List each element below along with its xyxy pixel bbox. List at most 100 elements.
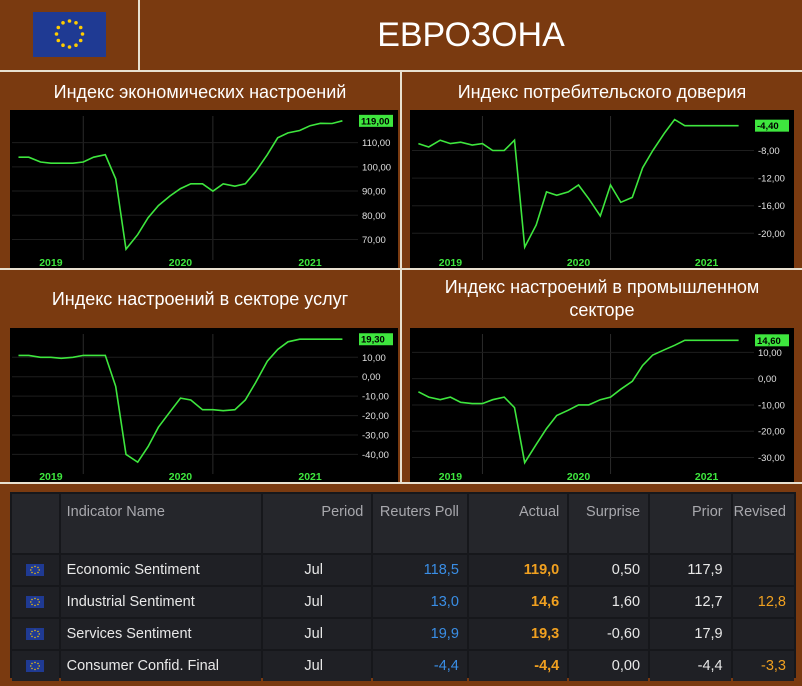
table-row[interactable]: Economic Sentiment Jul 118,5 119,0 0,50 117,9 — [12, 555, 794, 585]
x-tick-label: 2021 — [695, 257, 719, 268]
chart-industrial-svg: 10,00 0,00 -10,00 -20,00 -30,00 2019 2020 2021 1… — [412, 334, 789, 482]
period: Jul — [263, 619, 372, 649]
eu-flag-icon — [26, 564, 45, 577]
chart-services-svg: 10,00 0,00 -10,00 -20,00 -30,00 -40,00 2019 202… — [12, 333, 393, 482]
y-tick-label: 90,00 — [362, 187, 386, 198]
revised — [732, 619, 794, 649]
column-header-surprise[interactable]: Surprise — [569, 494, 649, 553]
y-tick-label: -30,00 — [758, 453, 785, 464]
panel-title-industrial: Индекс настроений в промышленном секторе — [444, 277, 760, 320]
row-flag-icon — [12, 587, 59, 617]
flag-column-header — [12, 494, 59, 553]
indicator-name: Industrial Sentiment — [60, 587, 262, 617]
prior: 12,7 — [650, 587, 731, 617]
row-flag-icon — [12, 619, 59, 649]
x-tick-label: 2019 — [439, 257, 463, 268]
chart-industrial-sentiment: 10,00 0,00 -10,00 -20,00 -30,00 2019 2020 2021 1… — [410, 328, 794, 482]
column-header-period[interactable]: Period — [263, 494, 372, 553]
y-tick-label: 70,00 — [362, 235, 386, 246]
prior: -4,4 — [650, 651, 731, 681]
last-value-label: 19,30 — [361, 335, 385, 346]
period: Jul — [263, 587, 372, 617]
indicator-name: Services Sentiment — [60, 619, 262, 649]
indicator-name: Consumer Confid. Final — [60, 651, 262, 681]
last-value-badge — [755, 119, 789, 132]
x-tick-label: 2020 — [169, 471, 193, 482]
x-tick-label: 2021 — [298, 257, 322, 268]
last-value-label: 14,60 — [757, 336, 781, 347]
series-line — [18, 120, 343, 252]
column-header-prior[interactable]: Prior — [650, 494, 731, 553]
eu-flag-icon — [26, 596, 45, 609]
period: Jul — [263, 651, 372, 681]
y-tick-label: -20,00 — [758, 229, 785, 240]
y-tick-label: -20,00 — [758, 427, 785, 438]
reuters-poll: 118,5 — [373, 555, 467, 585]
y-tick-label: 100,00 — [362, 162, 391, 173]
panel-title-consumer: Индекс потребительского доверия — [457, 81, 747, 102]
column-header-name[interactable]: Indicator Name — [60, 494, 262, 553]
chart-services-sentiment: 10,00 0,00 -10,00 -20,00 -30,00 -40,00 2019 202… — [10, 328, 398, 482]
panel-title-economic: Индекс экономических настроений — [53, 81, 347, 102]
y-tick-label: -40,00 — [362, 450, 389, 461]
column-header-poll[interactable]: Reuters Poll — [373, 494, 467, 553]
actual: -4,4 — [468, 651, 568, 681]
revised — [732, 555, 794, 585]
prior: 17,9 — [650, 619, 731, 649]
y-tick-label: -10,00 — [758, 400, 785, 411]
eu-flag-icon — [26, 628, 45, 641]
table-row[interactable]: Services Sentiment Jul 19,9 19,3 -0,60 17,9 — [12, 619, 794, 649]
chart-economic-svg: 110,00 100,00 90,00 80,00 70,00 2019 2020 2021 1… — [12, 114, 393, 268]
horizontal-divider — [0, 268, 802, 270]
y-tick-label: 10,00 — [362, 353, 386, 364]
reuters-poll: 19,9 — [373, 619, 467, 649]
row-flag-icon — [12, 651, 59, 681]
y-tick-label: 10,00 — [758, 348, 782, 359]
indicators-table: Indicator Name Period Reuters Poll Actua… — [10, 492, 796, 681]
chart-consumer-confidence: -8,00 -12,00 -16,00 -20,00 2019 2020 2021 -4,40 — [410, 110, 794, 268]
column-header-revised[interactable]: Revised — [732, 494, 794, 553]
panel-title-services: Индекс настроений в секторе услуг — [51, 288, 349, 309]
x-tick-label: 2021 — [695, 471, 719, 482]
x-tick-label: 2019 — [439, 471, 463, 482]
eu-flag-icon — [26, 660, 45, 673]
page-title: ЕВРОЗОНА — [377, 15, 565, 54]
chart-economic-sentiment: 110,00 100,00 90,00 80,00 70,00 2019 2020 2021 1… — [10, 110, 398, 268]
y-tick-label: -30,00 — [362, 430, 389, 441]
x-tick-label: 2019 — [39, 257, 63, 268]
revised: -3,3 — [732, 651, 794, 681]
actual: 14,6 — [468, 587, 568, 617]
y-tick-label: 110,00 — [362, 138, 390, 149]
indicator-name: Economic Sentiment — [60, 555, 262, 585]
reuters-poll: 13,0 — [373, 587, 467, 617]
y-tick-label: 0,00 — [758, 374, 777, 385]
header-bottom-rule — [0, 70, 802, 72]
last-value-label: -4,40 — [757, 121, 779, 132]
y-tick-label: -12,00 — [758, 174, 785, 185]
column-header-actual[interactable]: Actual — [468, 494, 568, 553]
revised: 12,8 — [732, 587, 794, 617]
x-tick-label: 2019 — [39, 471, 63, 482]
charts-bottom-rule — [0, 482, 802, 484]
eu-flag-icon — [33, 12, 106, 57]
series-line — [418, 118, 739, 250]
eu-stars — [54, 19, 85, 49]
y-tick-label: 0,00 — [362, 372, 381, 383]
table-row[interactable]: Industrial Sentiment Jul 13,0 14,6 1,60 12,7 1… — [12, 587, 794, 617]
actual: 119,0 — [468, 555, 568, 585]
actual: 19,3 — [468, 619, 568, 649]
last-value-badge — [359, 114, 393, 127]
surprise: 0,00 — [569, 651, 649, 681]
y-tick-label: 80,00 — [362, 211, 386, 222]
surprise: 0,50 — [569, 555, 649, 585]
last-value-label: 119,00 — [361, 116, 390, 127]
period: Jul — [263, 555, 372, 585]
x-tick-label: 2020 — [567, 471, 591, 482]
x-tick-label: 2021 — [298, 471, 322, 482]
x-tick-label: 2020 — [567, 257, 591, 268]
prior: 117,9 — [650, 555, 731, 585]
table-row[interactable]: Consumer Confid. Final Jul -4,4 -4,4 0,00 -4,… — [12, 651, 794, 681]
last-value-badge — [359, 333, 393, 346]
y-tick-label: -16,00 — [758, 201, 785, 212]
y-tick-label: -20,00 — [362, 411, 389, 422]
